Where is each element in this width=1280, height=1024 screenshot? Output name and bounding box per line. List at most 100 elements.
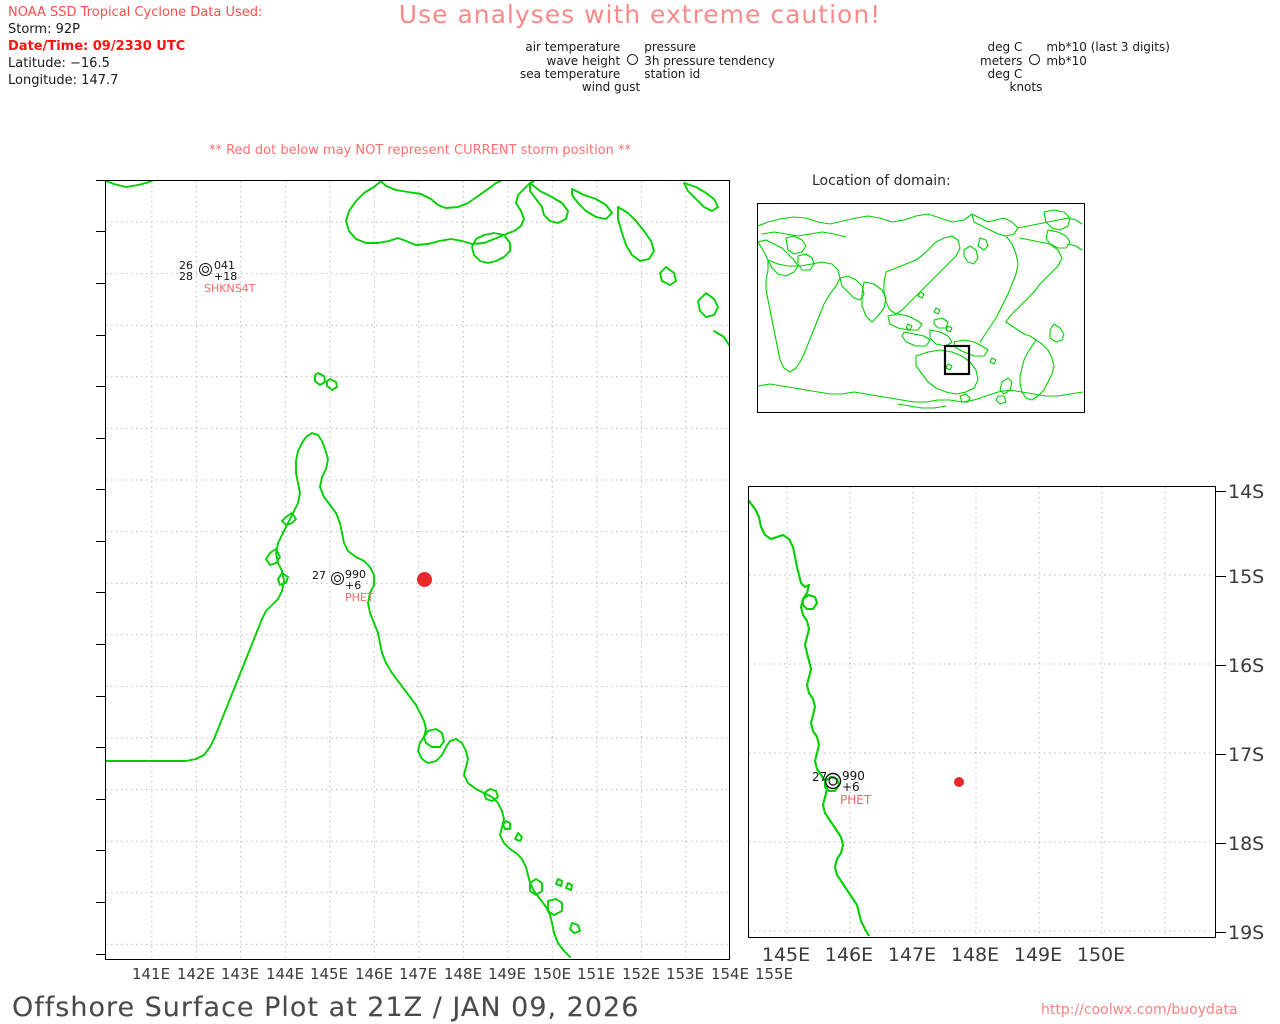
station-model-legend: air temperature pressure wave height 3h … — [520, 41, 775, 94]
units-pressure-tendency: mb*10 — [1046, 53, 1087, 68]
inset-map-title: Location of domain: — [812, 173, 951, 189]
y-tick-13 — [96, 850, 105, 851]
zoom-x-label-4: 149E — [1013, 944, 1063, 966]
station-sea-temperature: 28 — [179, 270, 193, 283]
legend-wind-gust: wind gust — [581, 80, 641, 94]
x-label-8: 149E — [487, 965, 527, 983]
station-circle-icon — [199, 263, 212, 276]
units-wind-gust: knots — [1009, 80, 1043, 94]
legend-air-temperature: air temperature — [525, 40, 621, 54]
y-tick-1 — [96, 231, 105, 232]
x-label-1: 142E — [176, 965, 216, 983]
zoom-station-pressure: 990 — [842, 769, 865, 783]
legend-sea-temperature: sea temperature — [520, 67, 621, 81]
zoom-map-panel[interactable]: 27 990 +6 PHET — [748, 486, 1216, 938]
station-pressure-tendency: +6 — [345, 579, 362, 592]
source-url[interactable]: http://coolwx.com/buoydata — [1041, 1002, 1238, 1018]
y-tick-5 — [96, 438, 105, 439]
x-label-3: 144E — [265, 965, 305, 983]
station-pressure: 041 — [214, 259, 235, 272]
zoom-storm-dot — [954, 777, 964, 787]
x-label-11: 152E — [621, 965, 661, 983]
y-tick-4 — [96, 386, 105, 387]
zoom-y-tick-4 — [1216, 843, 1226, 844]
coastline-paths — [106, 181, 729, 958]
zoom-x-label-5: 150E — [1076, 944, 1126, 966]
zoom-x-label-2: 147E — [887, 944, 937, 966]
station-model-units-legend: deg C mb*10 (last 3 digits) meters mb*10… — [980, 41, 1170, 94]
station-circle-icon — [624, 54, 640, 68]
station-id-label: SHKNS4T — [204, 282, 256, 295]
zoom-x-label-1: 146E — [824, 944, 874, 966]
datetime-label: Date/Time: 09/2330 UTC — [8, 39, 186, 54]
zoom-y-tick-5 — [1216, 932, 1226, 933]
x-label-4: 145E — [309, 965, 349, 983]
station-pressure-tendency: +18 — [214, 270, 238, 283]
station-id-label: PHET — [345, 591, 374, 604]
zoom-gridlines — [749, 487, 1214, 936]
station-pressure: 990 — [345, 568, 366, 581]
legend-pressure: pressure — [644, 40, 697, 54]
units-pressure: mb*10 (last 3 digits) — [1046, 40, 1170, 54]
y-tick-15 — [96, 954, 105, 955]
y-tick-3 — [96, 335, 105, 336]
y-tick-14 — [96, 902, 105, 903]
main-map-plot-area[interactable]: 26 041 28 +18 SHKNS4T 27 990 +6 PHET — [105, 180, 730, 960]
y-tick-2 — [96, 283, 105, 284]
inset-world-map[interactable] — [757, 203, 1085, 413]
station-circle-inner-icon — [334, 575, 341, 582]
station-circle-inner-icon — [202, 266, 209, 273]
zoom-y-label-0: 14S — [1228, 481, 1265, 503]
x-label-10: 151E — [576, 965, 616, 983]
zoom-y-label-3: 17S — [1228, 744, 1265, 766]
zoom-y-label-5: 19S — [1228, 922, 1265, 944]
zoom-station-air-temperature: 27 — [812, 770, 828, 784]
longitude-label: Longitude: 147.7 — [8, 73, 119, 88]
y-tick-7 — [96, 541, 105, 542]
world-coastlines — [758, 209, 1083, 409]
x-label-9: 150E — [532, 965, 572, 983]
zoom-map-svg — [749, 487, 1214, 936]
caution-banner: Use analyses with extreme caution! — [398, 0, 882, 29]
units-air-temperature: deg C — [987, 40, 1023, 54]
x-label-13: 154E — [710, 965, 750, 983]
station-circle-icon — [1026, 54, 1042, 68]
y-tick-12 — [96, 799, 105, 800]
legend-wave-height: wave height — [546, 53, 621, 68]
x-label-5: 146E — [354, 965, 394, 983]
station-air-temperature: 27 — [312, 569, 326, 582]
zoom-coastline — [749, 499, 871, 936]
units-wave-height: meters — [980, 53, 1023, 68]
world-map-svg — [758, 209, 1083, 409]
header-info-block: NOAA SSD Tropical Cyclone Data Used: Sto… — [8, 4, 262, 89]
zoom-y-tick-3 — [1216, 754, 1226, 755]
y-tick-6 — [96, 489, 105, 490]
zoom-x-label-0: 145E — [761, 944, 811, 966]
y-tick-11 — [96, 747, 105, 748]
units-sea-temperature: deg C — [987, 67, 1023, 81]
x-label-7: 148E — [443, 965, 483, 983]
x-label-2: 143E — [220, 965, 260, 983]
x-label-0: 141E — [131, 965, 171, 983]
zoom-y-tick-1 — [1216, 576, 1226, 577]
noaa-source-line: NOAA SSD Tropical Cyclone Data Used: — [8, 5, 263, 20]
y-tick-10 — [96, 696, 105, 697]
map-gridlines — [106, 181, 729, 959]
zoom-y-tick-0 — [1216, 491, 1226, 492]
zoom-x-label-3: 148E — [950, 944, 1000, 966]
zoom-station-phet — [824, 772, 842, 790]
main-map-container: 26 041 28 +18 SHKNS4T 27 990 +6 PHET — [0, 170, 745, 990]
main-map-svg — [106, 181, 729, 959]
storm-position-dot[interactable] — [417, 572, 432, 587]
legend-station-id: station id — [644, 67, 701, 81]
plot-title: Offshore Surface Plot at 21Z / JAN 09, 2… — [12, 992, 640, 1023]
station-air-temperature: 26 — [179, 259, 193, 272]
y-tick-0 — [96, 180, 105, 181]
zoom-y-tick-2 — [1216, 665, 1226, 666]
x-label-14: 155E — [754, 965, 794, 983]
x-label-12: 153E — [665, 965, 705, 983]
storm-label: Storm: 92P — [8, 22, 80, 37]
y-tick-9 — [96, 644, 105, 645]
station-circle-icon — [331, 572, 344, 585]
zoom-y-label-4: 18S — [1228, 833, 1265, 855]
